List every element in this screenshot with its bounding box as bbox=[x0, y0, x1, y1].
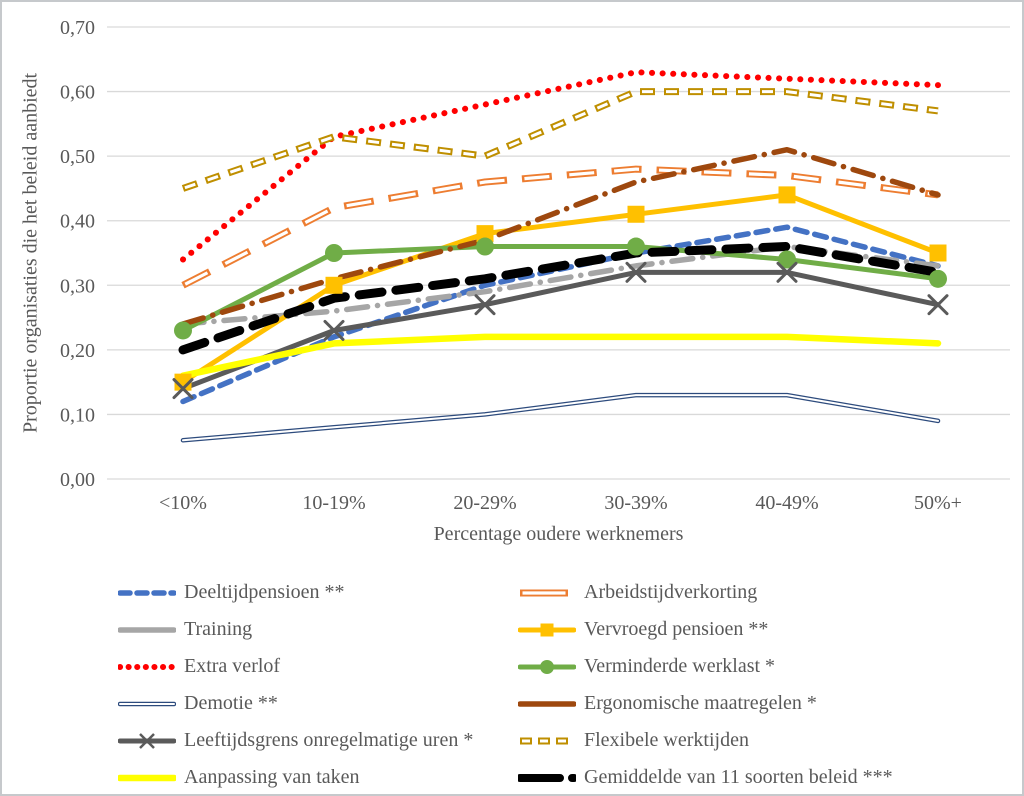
legend-label: Extra verlof bbox=[184, 655, 281, 677]
square-marker bbox=[476, 225, 494, 243]
series-line-inner bbox=[182, 167, 939, 287]
x-marker bbox=[474, 294, 496, 316]
x-tick-label: 40-49% bbox=[755, 492, 818, 514]
line-chart: 0,00 0,10 0,20 0,30 0,40 0,50 0,60 0,70 <10% 10-1… bbox=[60, 17, 1010, 514]
circle-marker bbox=[929, 269, 947, 288]
x-tick-label: 50%+ bbox=[914, 492, 962, 514]
series-line-inner bbox=[182, 394, 939, 442]
legend-item: Vervroegd pensioen ** bbox=[518, 611, 998, 648]
y-tick-label: 0,10 bbox=[60, 404, 95, 426]
square-marker bbox=[627, 205, 645, 223]
y-tick-label: 0,60 bbox=[60, 82, 95, 104]
series-line bbox=[180, 269, 941, 392]
y-tick-label: 0,50 bbox=[60, 146, 95, 168]
square-marker bbox=[778, 186, 796, 204]
legend-item: Ergonomische maatregelen * bbox=[518, 685, 998, 722]
legend-item: Demotie ** bbox=[118, 685, 518, 722]
legend-swatch bbox=[520, 589, 574, 596]
legend-label: Verminderde werklast * bbox=[584, 655, 776, 677]
legend-swatch bbox=[518, 700, 576, 707]
legend-swatch bbox=[518, 659, 576, 674]
legend-label: Vervroegd pensioen ** bbox=[584, 618, 769, 640]
circle-marker bbox=[778, 250, 796, 269]
legend-item: Gemiddelde van 11 soorten beleid *** bbox=[518, 759, 998, 794]
chart-legend: Deeltijdpensioen ** Arbeidstijdverkorting… bbox=[118, 574, 998, 794]
x-axis-title: Percentage oudere werknemers bbox=[433, 523, 684, 545]
legend-swatch bbox=[118, 701, 176, 706]
circle-marker bbox=[325, 244, 343, 262]
legend-label: Training bbox=[184, 618, 253, 640]
legend-item: Training bbox=[118, 611, 518, 648]
square-marker bbox=[540, 623, 554, 636]
x-marker bbox=[139, 732, 155, 749]
legend-item: Deeltijdpensioen ** bbox=[118, 574, 518, 611]
legend-label: Ergonomische maatregelen * bbox=[584, 692, 817, 714]
y-tick-label: 0,30 bbox=[60, 275, 95, 297]
series-line bbox=[178, 242, 943, 355]
circle-marker bbox=[476, 237, 494, 256]
legend-label: Arbeidstijdverkorting bbox=[584, 581, 758, 603]
legend-swatch bbox=[520, 737, 574, 744]
y-tick-label: 0,70 bbox=[60, 17, 95, 39]
square-marker bbox=[929, 244, 947, 262]
y-tick-label: 0,00 bbox=[60, 469, 95, 491]
y-tick-label: 0,20 bbox=[60, 340, 95, 362]
legend-item: Flexibele werktijden bbox=[518, 722, 998, 759]
x-tick-label: <10% bbox=[159, 492, 207, 514]
legend-item: Verminderde werklast * bbox=[518, 648, 998, 685]
legend-swatch bbox=[118, 626, 176, 633]
legend-item: Aanpassing van taken bbox=[118, 759, 518, 794]
legend-swatch bbox=[518, 773, 576, 782]
x-tick-label: 10-19% bbox=[302, 492, 365, 514]
x-marker bbox=[172, 378, 194, 400]
square-marker bbox=[325, 276, 343, 294]
legend-swatch bbox=[118, 774, 176, 781]
y-tick-label: 0,40 bbox=[60, 211, 95, 233]
legend-item: Leeftijdsgrens onregelmatige uren * bbox=[118, 722, 518, 759]
circle-marker bbox=[174, 321, 192, 340]
legend-swatch bbox=[118, 589, 176, 596]
legend-swatch bbox=[518, 623, 576, 636]
legend-label: Demotie ** bbox=[184, 692, 278, 714]
y-axis-title: Proportie organisaties die het beleid aa… bbox=[19, 72, 42, 434]
legend-item: Arbeidstijdverkorting bbox=[518, 574, 998, 611]
series-line-inner bbox=[182, 90, 939, 190]
legend-swatch bbox=[118, 663, 176, 670]
series-line bbox=[179, 333, 942, 379]
circle-marker bbox=[627, 237, 645, 256]
series-line bbox=[180, 69, 941, 263]
x-marker bbox=[323, 319, 345, 341]
legend-label: Flexibele werktijden bbox=[584, 729, 749, 751]
x-tick-label: 30-39% bbox=[604, 492, 667, 514]
legend-label: Deeltijdpensioen ** bbox=[184, 581, 345, 603]
legend-label: Aanpassing van taken bbox=[184, 766, 360, 788]
x-marker bbox=[776, 261, 798, 283]
legend-item: Extra verlof bbox=[118, 648, 518, 685]
legend-label: Gemiddelde van 11 soorten beleid *** bbox=[584, 766, 893, 788]
x-tick-label: 20-29% bbox=[453, 492, 516, 514]
x-marker bbox=[625, 261, 647, 283]
series-line bbox=[180, 192, 941, 385]
legend-label: Leeftijdsgrens onregelmatige uren * bbox=[184, 729, 474, 751]
series-line bbox=[181, 88, 939, 192]
legend-swatch bbox=[118, 732, 176, 749]
x-marker bbox=[927, 294, 949, 316]
series-line bbox=[180, 244, 941, 333]
series-line bbox=[180, 146, 941, 327]
circle-marker bbox=[540, 659, 554, 674]
